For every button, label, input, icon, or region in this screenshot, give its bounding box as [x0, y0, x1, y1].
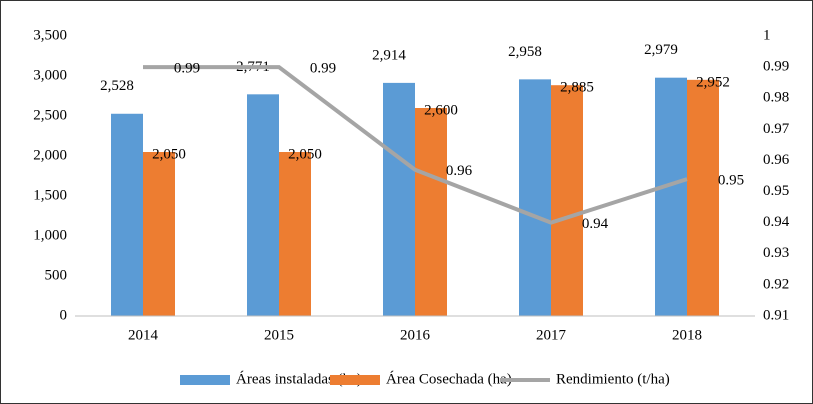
data-label: 2,914 — [372, 47, 406, 63]
bar — [551, 85, 583, 316]
bar — [415, 108, 447, 316]
bar — [111, 113, 143, 316]
bar — [143, 152, 175, 316]
y-tick-label: 2,500 — [33, 107, 67, 123]
data-label: 2,952 — [696, 74, 730, 90]
data-label: 0.96 — [446, 163, 473, 179]
legend-label: Área Cosechada (ha) — [386, 370, 512, 387]
bar — [383, 82, 415, 316]
y2-tick-label: 0.93 — [763, 245, 789, 261]
bar — [655, 77, 687, 317]
y-tick-label: 3,500 — [33, 27, 67, 43]
x-tick-label: 2016 — [400, 327, 431, 343]
x-tick-label: 2017 — [536, 327, 567, 343]
y2-tick-label: 0.96 — [763, 152, 790, 168]
y-tick-label: 1,000 — [33, 227, 67, 243]
data-label: 0.94 — [582, 216, 609, 232]
y2-tick-label: 1 — [763, 27, 771, 43]
data-label: 0.99 — [174, 61, 200, 77]
y-tick-label: 1,500 — [33, 187, 67, 203]
y-tick-label: 3,000 — [33, 67, 67, 83]
data-label: 2,979 — [644, 42, 678, 58]
bar — [687, 79, 719, 316]
data-label: 0.95 — [718, 173, 744, 189]
line — [143, 65, 688, 225]
legend-swatch — [180, 375, 230, 385]
data-label: 2,958 — [508, 44, 542, 60]
x-tick-label: 2015 — [264, 327, 294, 343]
y2-tick-label: 0.95 — [763, 183, 789, 199]
y2-tick-label: 0.94 — [763, 214, 790, 230]
data-label: 2,600 — [424, 102, 458, 118]
y-tick-label: 2,000 — [33, 147, 67, 163]
bar — [247, 94, 279, 316]
y-tick-label: 500 — [45, 267, 68, 283]
data-label: 2,050 — [288, 146, 322, 162]
data-label: 2,885 — [560, 80, 594, 96]
y2-tick-label: 0.97 — [763, 121, 790, 137]
legend-swatch — [330, 375, 380, 385]
data-label: 0.99 — [310, 61, 336, 77]
data-label: 2,050 — [152, 146, 186, 162]
bar — [519, 79, 551, 316]
y-tick-label: 0 — [60, 307, 68, 323]
x-tick-label: 2018 — [672, 327, 702, 343]
y2-tick-label: 0.91 — [763, 307, 789, 323]
bar — [279, 152, 311, 316]
y2-tick-label: 0.98 — [763, 90, 789, 106]
legend-label: Rendimiento (t/ha) — [556, 371, 670, 387]
y2-tick-label: 0.92 — [763, 276, 789, 292]
y2-tick-label: 0.99 — [763, 59, 789, 75]
data-label: 2,528 — [100, 78, 134, 94]
x-tick-label: 2014 — [128, 327, 159, 343]
